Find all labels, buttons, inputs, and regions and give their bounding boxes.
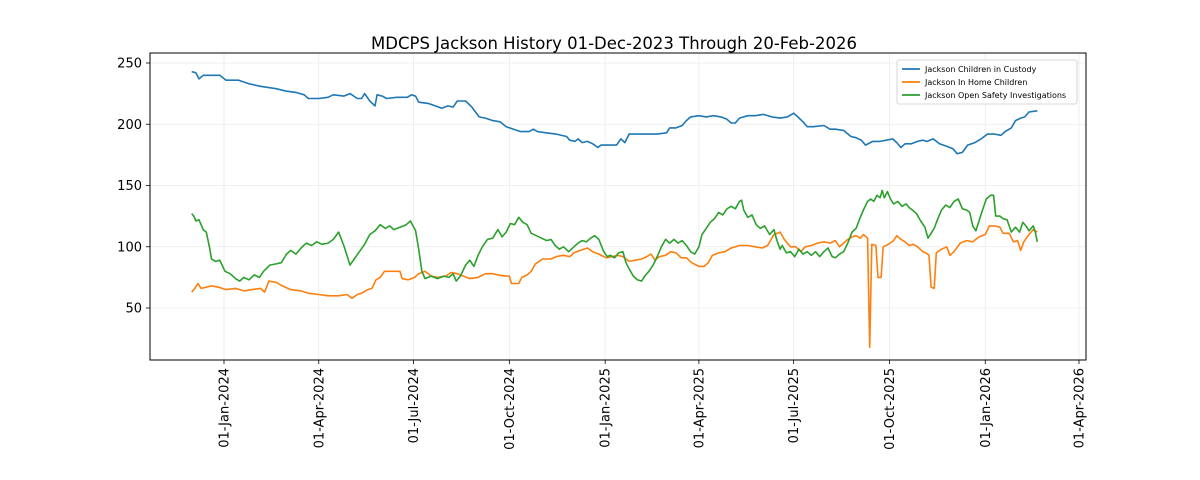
- y-tick-label: 100: [117, 240, 142, 255]
- x-tick-label: 01-Oct-2024: [503, 368, 518, 450]
- chart-title: MDCPS Jackson History 01-Dec-2023 Throug…: [371, 34, 857, 53]
- x-tick-label: 01-Apr-2026: [1073, 368, 1088, 448]
- y-tick-label: 250: [117, 57, 142, 72]
- legend-label: Jackson Children in Custody: [924, 65, 1037, 74]
- x-tick-label: 01-Jan-2025: [599, 368, 614, 448]
- x-tick-label: 01-Apr-2025: [692, 368, 707, 448]
- x-tick-label: 01-Oct-2025: [883, 368, 898, 450]
- legend-label: Jackson In Home Children: [924, 78, 1027, 87]
- plot-frame: [149, 52, 1087, 361]
- grid: [150, 53, 1086, 360]
- x-tick-label: 01-Jul-2025: [787, 368, 802, 443]
- legend-label: Jackson Open Safety Investigations: [924, 91, 1066, 100]
- x-tick-label: 01-Jan-2024: [218, 368, 233, 448]
- x-tick-label: 01-Jan-2026: [979, 368, 994, 448]
- x-tick-label: 01-Jul-2024: [407, 368, 422, 443]
- y-tick-label: 50: [125, 302, 142, 317]
- y-axis: 50 100 150 200 250: [117, 57, 150, 317]
- series-line-jackson-in-home-children: [191, 225, 1038, 348]
- legend-box: [896, 59, 1078, 105]
- series-line-jackson-open-safety-investigations: [191, 189, 1039, 282]
- y-tick-label: 150: [117, 179, 142, 194]
- x-axis: 01-Jan-2024 01-Apr-2024 01-Jul-2024 01-Oct-…: [218, 360, 1088, 450]
- legend: Jackson Children in Custody Jackson In Ho…: [896, 59, 1078, 105]
- series-lines: [191, 70, 1039, 348]
- series-line-jackson-children-in-custody: [191, 70, 1038, 155]
- y-tick-label: 200: [117, 118, 142, 133]
- x-tick-label: 01-Apr-2024: [312, 368, 327, 448]
